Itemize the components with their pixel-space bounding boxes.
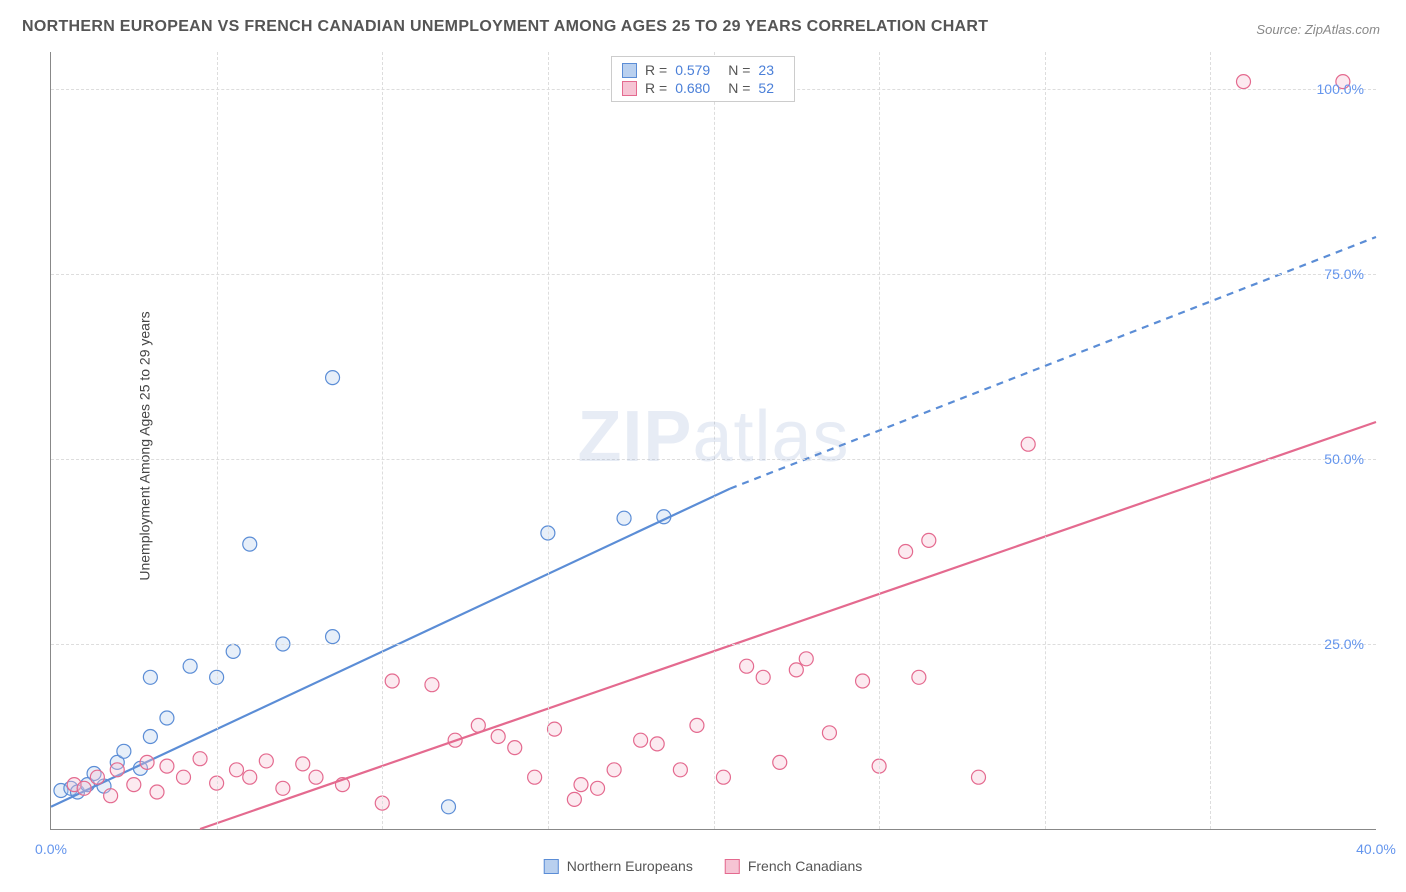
data-point	[143, 730, 157, 744]
gridline-v	[1210, 52, 1211, 829]
trend-line	[200, 422, 1376, 829]
stats-row: R = 0.680 N = 52	[622, 79, 784, 97]
data-point	[160, 759, 174, 773]
legend-item: Northern Europeans	[544, 858, 693, 874]
r-label: R =	[645, 80, 667, 96]
data-point	[143, 670, 157, 684]
data-point	[309, 770, 323, 784]
data-point	[740, 659, 754, 673]
gridline-v	[879, 52, 880, 829]
data-point	[243, 537, 257, 551]
n-value: 52	[758, 80, 774, 96]
data-point	[567, 792, 581, 806]
data-point	[230, 763, 244, 777]
data-point	[140, 755, 154, 769]
data-point	[193, 752, 207, 766]
chart-title: NORTHERN EUROPEAN VS FRENCH CANADIAN UNE…	[22, 18, 988, 36]
r-label: R =	[645, 62, 667, 78]
data-point	[110, 763, 124, 777]
source-attribution: Source: ZipAtlas.com	[1256, 22, 1380, 37]
data-point	[607, 763, 621, 777]
gridline-v	[714, 52, 715, 829]
data-point	[591, 781, 605, 795]
data-point	[548, 722, 562, 736]
legend-label: French Canadians	[748, 858, 862, 874]
gridline-v	[382, 52, 383, 829]
data-point	[127, 778, 141, 792]
r-value: 0.579	[675, 62, 710, 78]
data-point	[442, 800, 456, 814]
data-point	[716, 770, 730, 784]
data-point	[650, 737, 664, 751]
bottom-legend: Northern Europeans French Canadians	[544, 858, 862, 874]
data-point	[508, 741, 522, 755]
data-point	[673, 763, 687, 777]
n-label: N =	[728, 80, 750, 96]
stats-legend-box: R = 0.579 N = 23 R = 0.680 N = 52	[611, 56, 795, 102]
data-point	[160, 711, 174, 725]
source-label: Source:	[1256, 22, 1301, 37]
chart-container: NORTHERN EUROPEAN VS FRENCH CANADIAN UNE…	[0, 0, 1406, 892]
y-tick-label: 100.0%	[1317, 81, 1364, 97]
data-point	[822, 726, 836, 740]
data-point	[617, 511, 631, 525]
y-tick-label: 75.0%	[1324, 266, 1364, 282]
data-point	[912, 670, 926, 684]
legend-swatch	[622, 81, 637, 96]
data-point	[77, 781, 91, 795]
n-label: N =	[728, 62, 750, 78]
data-point	[177, 770, 191, 784]
plot-area: ZIPatlas 25.0%50.0%75.0%100.0%0.0%40.0%	[50, 52, 1376, 830]
data-point	[183, 659, 197, 673]
data-point	[634, 733, 648, 747]
data-point	[425, 678, 439, 692]
x-tick-label: 40.0%	[1356, 841, 1396, 857]
data-point	[243, 770, 257, 784]
n-value: 23	[758, 62, 774, 78]
data-point	[1021, 437, 1035, 451]
data-point	[326, 371, 340, 385]
data-point	[574, 778, 588, 792]
data-point	[90, 770, 104, 784]
gridline-v	[548, 52, 549, 829]
data-point	[117, 744, 131, 758]
y-tick-label: 50.0%	[1324, 451, 1364, 467]
data-point	[528, 770, 542, 784]
data-point	[326, 630, 340, 644]
data-point	[856, 674, 870, 688]
x-tick-label: 0.0%	[35, 841, 67, 857]
legend-swatch	[544, 859, 559, 874]
gridline-v	[217, 52, 218, 829]
legend-swatch	[725, 859, 740, 874]
data-point	[226, 644, 240, 658]
source-value: ZipAtlas.com	[1305, 22, 1380, 37]
r-value: 0.680	[675, 80, 710, 96]
data-point	[104, 789, 118, 803]
data-point	[491, 730, 505, 744]
legend-swatch	[622, 63, 637, 78]
data-point	[1237, 75, 1251, 89]
data-point	[690, 718, 704, 732]
data-point	[773, 755, 787, 769]
data-point	[922, 533, 936, 547]
legend-label: Northern Europeans	[567, 858, 693, 874]
data-point	[385, 674, 399, 688]
data-point	[756, 670, 770, 684]
stats-row: R = 0.579 N = 23	[622, 61, 784, 79]
legend-item: French Canadians	[725, 858, 862, 874]
data-point	[789, 663, 803, 677]
data-point	[259, 754, 273, 768]
data-point	[972, 770, 986, 784]
y-tick-label: 25.0%	[1324, 636, 1364, 652]
data-point	[296, 757, 310, 771]
data-point	[799, 652, 813, 666]
data-point	[150, 785, 164, 799]
data-point	[899, 545, 913, 559]
data-point	[276, 781, 290, 795]
gridline-v	[1045, 52, 1046, 829]
